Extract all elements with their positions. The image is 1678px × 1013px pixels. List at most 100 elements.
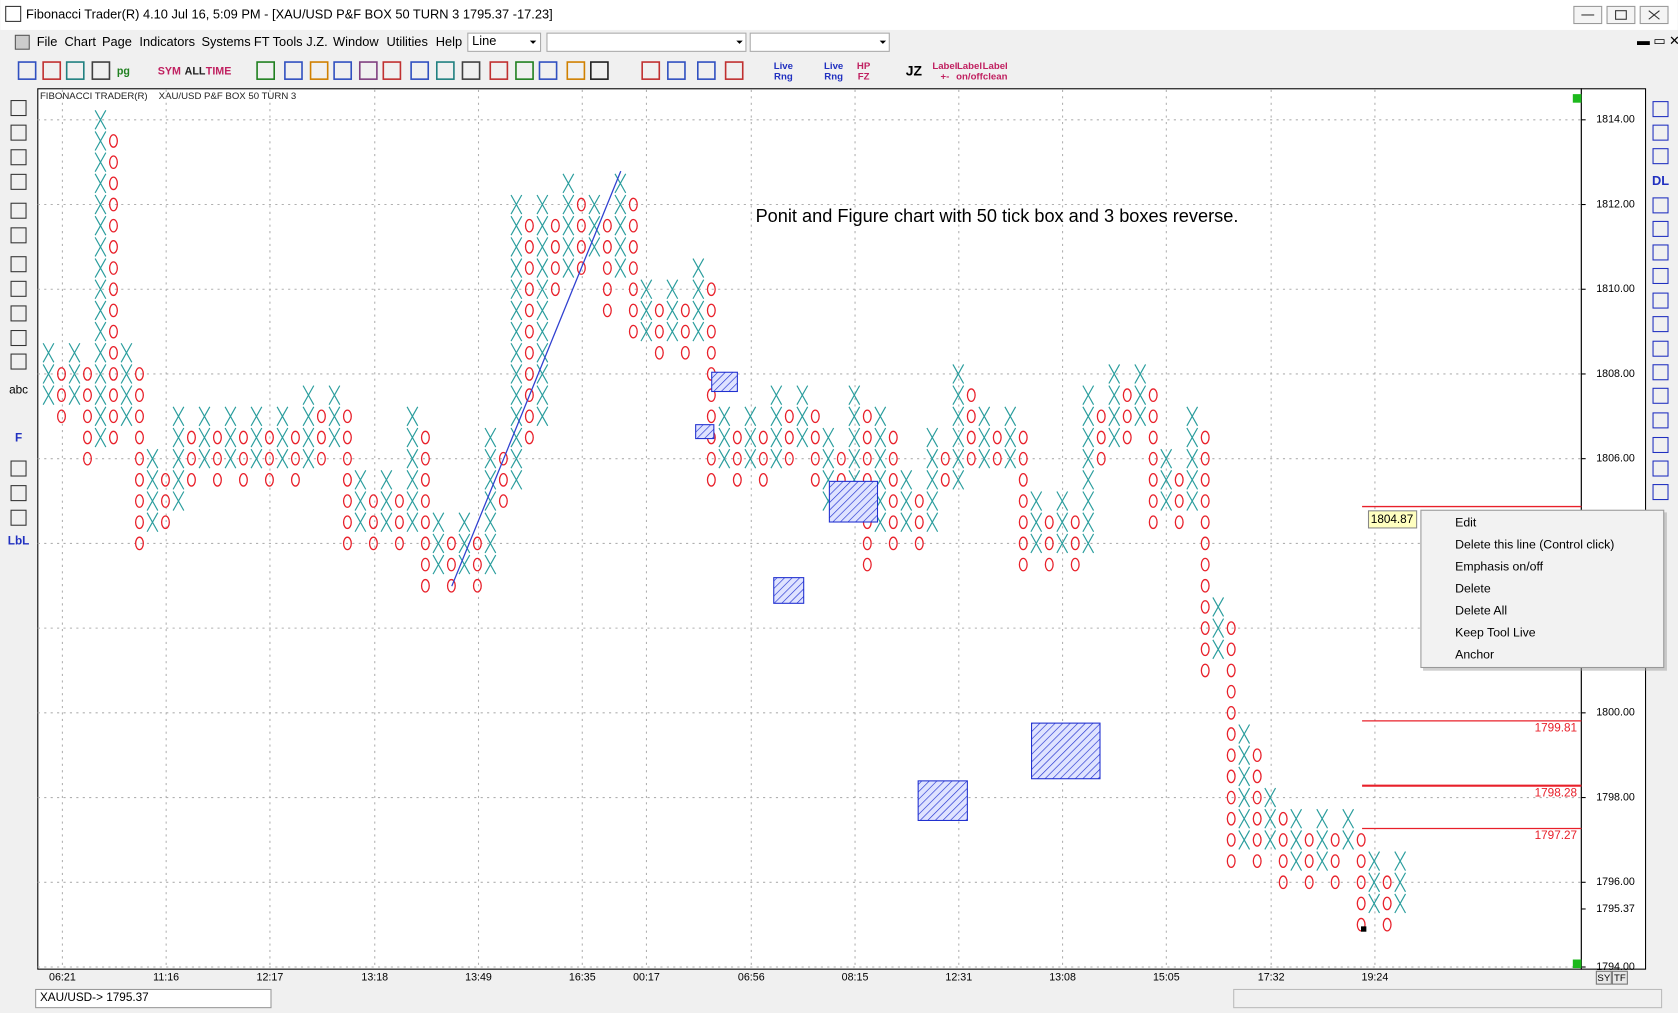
toolbar-button[interactable] — [461, 61, 481, 80]
tool-button[interactable] — [10, 280, 27, 297]
tool-button[interactable] — [1652, 316, 1669, 333]
context-menu-item[interactable]: Emphasis on/off — [1455, 559, 1544, 573]
toolbar-button[interactable] — [284, 61, 303, 80]
toolbar-button[interactable] — [515, 61, 534, 80]
menu-item[interactable]: Chart — [65, 34, 97, 49]
tool-button[interactable] — [10, 509, 27, 526]
tool-button[interactable] — [10, 460, 27, 477]
context-menu-item[interactable]: Delete this line (Control click) — [1455, 537, 1614, 551]
toolbar-label[interactable]: on/off — [956, 72, 983, 83]
context-menu-item[interactable]: Delete All — [1455, 603, 1507, 617]
menu-item[interactable]: Page — [102, 34, 132, 49]
tool-button[interactable] — [1652, 484, 1669, 501]
toolbar-label[interactable]: FZ — [858, 72, 870, 83]
toolbar-button[interactable] — [489, 61, 509, 80]
box-tool[interactable] — [828, 480, 879, 523]
toolbar-label[interactable]: Rng — [824, 72, 843, 83]
style-dropdown[interactable] — [467, 32, 542, 52]
toolbar-button[interactable] — [65, 61, 85, 80]
box-tool[interactable] — [917, 780, 968, 821]
menu-item[interactable]: Help — [436, 34, 462, 49]
toolbar-button[interactable] — [410, 61, 430, 80]
menu-item[interactable]: J.Z. — [306, 34, 327, 49]
tool-button[interactable] — [1652, 267, 1669, 285]
toolbar-button[interactable] — [382, 61, 402, 80]
tool-button[interactable] — [10, 256, 27, 273]
tool-button[interactable] — [1652, 460, 1669, 477]
tf-button[interactable] — [1611, 970, 1628, 985]
toolbar-label[interactable]: HP — [857, 61, 871, 72]
toolbar-button[interactable] — [91, 61, 111, 80]
tool-label[interactable]: abc — [9, 384, 28, 397]
tool-button[interactable] — [1652, 387, 1669, 404]
tool-button[interactable] — [1652, 412, 1669, 429]
toolbar-button[interactable] — [566, 61, 586, 80]
menu-item[interactable]: Indicators — [139, 34, 195, 49]
toolbar-label[interactable]: clean — [983, 72, 1008, 83]
toolbar-button[interactable] — [333, 61, 353, 80]
menu-item[interactable]: Window — [333, 34, 379, 49]
tool-button[interactable] — [10, 173, 27, 190]
window-controls[interactable] — [1573, 5, 1669, 25]
tool-button[interactable] — [1652, 244, 1669, 261]
toolbar-button[interactable] — [17, 61, 37, 80]
sy-button[interactable] — [1595, 970, 1612, 985]
tool-button[interactable] — [10, 202, 27, 219]
tool-button[interactable] — [1652, 292, 1669, 309]
menu-item[interactable]: File — [37, 34, 58, 49]
tool-button[interactable] — [10, 305, 27, 322]
tool-button[interactable] — [10, 100, 27, 117]
tool-button[interactable] — [1652, 197, 1669, 214]
tool-label[interactable]: DL — [1652, 173, 1669, 188]
toolbar-button[interactable] — [42, 61, 62, 80]
toolbar-button[interactable] — [435, 61, 455, 80]
symbol-dropdown[interactable] — [546, 32, 747, 52]
toolbar-label[interactable]: SYM — [158, 65, 181, 77]
period-dropdown[interactable] — [749, 32, 890, 52]
context-menu-item[interactable]: Anchor — [1455, 648, 1494, 662]
maximize-button[interactable] — [1606, 5, 1636, 25]
box-tool[interactable] — [695, 424, 715, 440]
tool-button[interactable] — [10, 227, 27, 244]
toolbar-button[interactable] — [724, 61, 744, 80]
tool-button[interactable] — [10, 149, 27, 166]
toolbar-button[interactable] — [696, 61, 716, 80]
tool-label[interactable]: LbL — [8, 534, 30, 547]
toolbar-label[interactable]: Live — [824, 61, 844, 72]
toolbar-button[interactable] — [256, 61, 276, 80]
tool-label[interactable]: F — [15, 432, 22, 445]
toolbar-label[interactable]: Rng — [774, 72, 793, 83]
tool-button[interactable] — [1652, 436, 1669, 454]
toolbar-label[interactable]: Label — [957, 61, 982, 72]
toolbar-button[interactable] — [590, 61, 609, 80]
toolbar-label[interactable]: pg — [117, 65, 130, 77]
toolbar-label[interactable]: Label — [932, 61, 957, 72]
toolbar-button[interactable] — [667, 61, 686, 80]
box-tool[interactable] — [1031, 722, 1101, 780]
context-menu-item[interactable]: Delete — [1455, 581, 1491, 595]
context-menu-item[interactable]: Edit — [1455, 515, 1477, 529]
toolbar-label[interactable]: Label — [983, 61, 1008, 72]
menu-item[interactable]: Systems — [201, 34, 250, 49]
toolbar-label[interactable]: ALL — [185, 65, 206, 77]
tool-button[interactable] — [1652, 124, 1669, 141]
tool-button[interactable] — [1652, 101, 1669, 118]
tool-button[interactable] — [1652, 148, 1669, 165]
tool-button[interactable] — [10, 124, 27, 141]
tool-button[interactable] — [10, 330, 27, 347]
toolbar-label[interactable]: TIME — [206, 65, 232, 77]
tool-button[interactable] — [10, 353, 27, 370]
box-tool[interactable] — [773, 577, 805, 604]
toolbar-button[interactable] — [358, 61, 378, 80]
tool-button[interactable] — [1652, 340, 1669, 357]
toolbar-button[interactable] — [309, 61, 329, 80]
toolbar-button[interactable] — [641, 61, 661, 80]
tool-button[interactable] — [1652, 220, 1669, 237]
context-menu-item[interactable]: Keep Tool Live — [1455, 626, 1536, 640]
tool-button[interactable] — [1652, 364, 1669, 381]
tool-button[interactable] — [10, 485, 27, 502]
toolbar-label[interactable]: Live — [774, 61, 794, 72]
trend-line[interactable] — [451, 170, 622, 587]
toolbar-button[interactable] — [538, 61, 558, 80]
menu-item[interactable]: FT Tools — [254, 34, 303, 49]
